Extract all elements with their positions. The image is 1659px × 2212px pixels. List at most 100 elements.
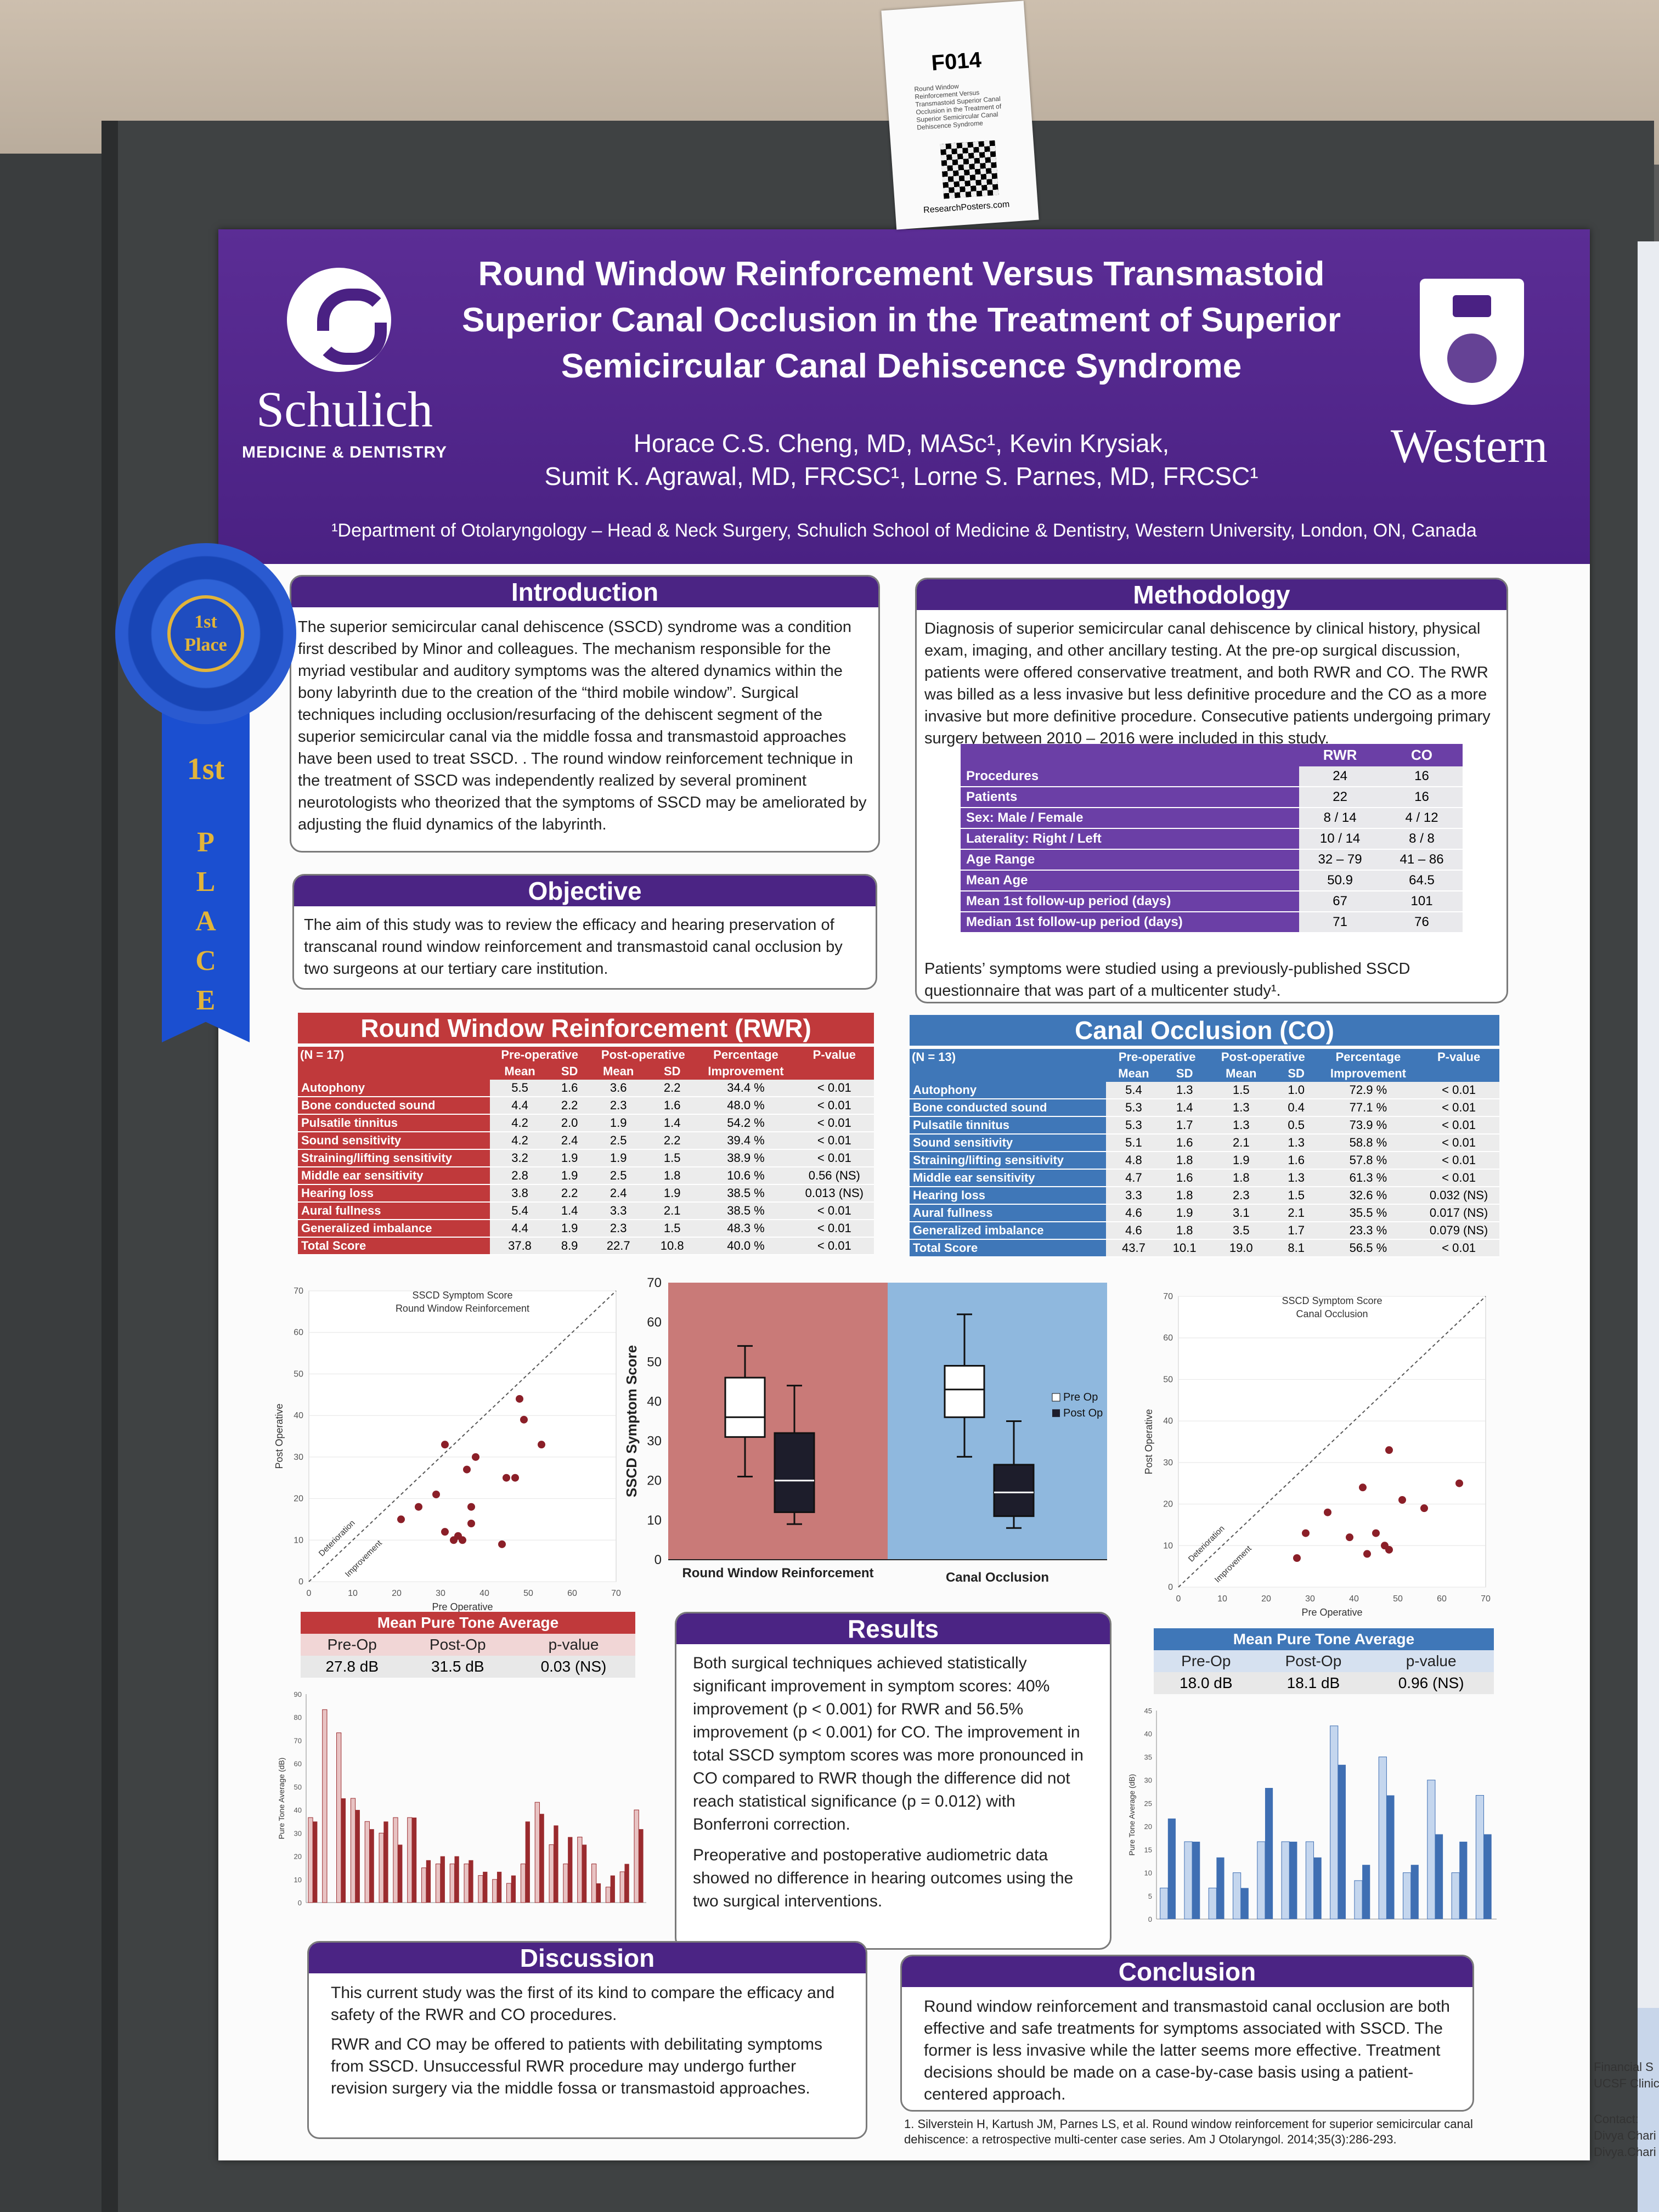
x-tick-label: 70	[1481, 1594, 1491, 1604]
y-tick-label: 40	[1163, 1417, 1173, 1426]
y-tick-label: 40	[1144, 1730, 1152, 1738]
table-cell: < 0.01	[1418, 1134, 1499, 1152]
reference: 1. Silverstein H, Kartush JM, Parnes LS,…	[904, 2117, 1473, 2146]
pre-op-bar	[1475, 1795, 1485, 1920]
table-cell: Aural fullness	[910, 1204, 1107, 1222]
table-cell: 10.1	[1161, 1239, 1208, 1257]
y-tick-label: 20	[1144, 1822, 1152, 1831]
table-cell: 2.3	[1207, 1187, 1274, 1205]
table-cell: 10 / 14	[1299, 828, 1381, 850]
table-cell: 1.9	[647, 1184, 697, 1203]
table-cell: 40.0 %	[697, 1237, 795, 1255]
western-crest-icon	[1420, 279, 1524, 405]
pta-rwr-header: p-value	[511, 1634, 635, 1656]
co-panel	[888, 1283, 1107, 1560]
table-cell: 2.8	[490, 1167, 550, 1185]
table-cell: 4.7	[1106, 1169, 1161, 1187]
pre-op-bar	[1233, 1872, 1242, 1920]
table-cell: 1.3	[1207, 1116, 1274, 1135]
table-row: Sex: Male / Female 8 / 14 4 / 12	[961, 808, 1463, 829]
neighbor-text-4: Divya Chari	[1594, 2129, 1656, 2142]
data-point	[1385, 1446, 1393, 1454]
department-affiliation: ¹Department of Otolaryngology – Head & N…	[331, 520, 1477, 541]
schulich-wordmark: Schulich	[256, 381, 433, 437]
y-tick-label: 20	[294, 1494, 303, 1504]
ribbon-tail	[162, 702, 250, 1042]
x-tick-label: 60	[1437, 1594, 1447, 1604]
box	[724, 1376, 766, 1438]
rwr-sub-header: SD	[550, 1063, 590, 1080]
post-op-bar	[511, 1875, 516, 1903]
table-cell: 4.4	[490, 1220, 550, 1238]
box	[774, 1432, 815, 1513]
conclusion-box: Conclusion Round window reinforcement an…	[900, 1955, 1474, 2112]
table-cell: Autophony	[910, 1082, 1107, 1099]
table-cell: Sex: Male / Female	[961, 808, 1300, 829]
data-point	[441, 1441, 449, 1449]
table-cell: 5.4	[1106, 1082, 1161, 1099]
table-row: Pulsatile tinnitus 5.3 1.7 1.3 0.5 73.9 % < 0.…	[910, 1116, 1499, 1135]
table-cell: Median 1st follow-up period (days)	[961, 912, 1300, 933]
table-row: Aural fullness 4.6 1.9 3.1 2.1 35.5 % 0.017 (N…	[910, 1204, 1499, 1222]
y-tick-label: 30	[647, 1434, 662, 1449]
co-sub-header: SD	[1161, 1065, 1208, 1082]
rwr-pre-header: Pre-operative	[490, 1047, 590, 1063]
table-cell: 8.1	[1274, 1239, 1318, 1257]
table-row: Straining/lifting sensitivity 3.2 1.9 1.9 1.…	[298, 1149, 874, 1167]
chart-title: SSCD Symptom Score	[412, 1290, 512, 1301]
y-axis-label: Pure Tone Average (dB)	[1127, 1774, 1136, 1856]
data-point	[432, 1491, 440, 1498]
pta-rwr-value: 31.5 dB	[403, 1656, 512, 1678]
schulich-subtitle: MEDICINE & DENTISTRY	[242, 443, 447, 461]
table-cell: 4.8	[1106, 1152, 1161, 1170]
table-cell: < 0.01	[794, 1097, 874, 1115]
y-tick-label: 20	[294, 1853, 302, 1861]
co-pct-header: Percentage	[1318, 1049, 1419, 1065]
table-cell: 2.2	[647, 1132, 697, 1150]
table-cell: 64.5	[1381, 870, 1463, 891]
table-cell: 1.5	[647, 1149, 697, 1167]
x-tick-label: 20	[392, 1589, 402, 1598]
results-box: Results Both surgical techniques achieve…	[675, 1612, 1111, 1950]
co-p-header: P-value	[1418, 1049, 1499, 1065]
table-row: Age Range 32 – 79 41 – 86	[961, 849, 1463, 871]
y-tick-label: 60	[294, 1328, 303, 1338]
table-cell: 1.9	[550, 1149, 590, 1167]
poster-title: Round Window Reinforcement Versus Transm…	[462, 255, 1341, 385]
post-op-bar	[411, 1818, 417, 1903]
table-cell: 2.1	[647, 1202, 697, 1220]
y-tick-label: 0	[1168, 1583, 1173, 1592]
table-cell: 1.9	[589, 1114, 648, 1132]
post-op-bar	[355, 1810, 360, 1903]
pre-op-bar	[1330, 1725, 1339, 1920]
table-row: Laterality: Right / Left 10 / 14 8 / 8	[961, 828, 1463, 850]
y-tick-label: 45	[1144, 1707, 1152, 1715]
table-cell: Sound sensitivity	[910, 1134, 1107, 1152]
x-tick-label: 50	[1393, 1594, 1403, 1604]
introduction-heading: Introduction	[291, 577, 878, 607]
y-tick-label: 90	[294, 1690, 302, 1699]
y-tick-label: 30	[1144, 1776, 1152, 1785]
conclusion-heading: Conclusion	[902, 1956, 1472, 1987]
table-cell: Pulsatile tinnitus	[298, 1114, 490, 1132]
demographics-header: RWR	[1299, 744, 1381, 766]
table-cell: 22	[1299, 787, 1381, 808]
left-neighbor-board	[0, 154, 104, 2212]
pre-op-bar	[492, 1879, 498, 1903]
table-cell: 1.0	[1274, 1082, 1318, 1099]
table-row: Procedures 24 16	[961, 766, 1463, 787]
x-tick-label: 40	[1349, 1594, 1359, 1604]
co-pre-header: Pre-operative	[1106, 1049, 1208, 1065]
table-cell: 4.2	[490, 1132, 550, 1150]
data-point	[467, 1520, 475, 1527]
ribbon-letter: C	[195, 945, 216, 977]
rwr-sub-header: Mean	[589, 1063, 648, 1080]
pre-op-bar	[407, 1817, 413, 1903]
post-op-bar	[610, 1875, 615, 1903]
table-cell: 3.2	[490, 1149, 550, 1167]
table-cell: 50.9	[1299, 870, 1381, 891]
table-cell: 32.6 %	[1318, 1187, 1419, 1205]
x-tick-label: 10	[1217, 1594, 1227, 1604]
table-cell: 1.3	[1207, 1099, 1274, 1117]
poster-id-note: Round Window Reinforcement Versus Transm…	[914, 82, 1002, 132]
